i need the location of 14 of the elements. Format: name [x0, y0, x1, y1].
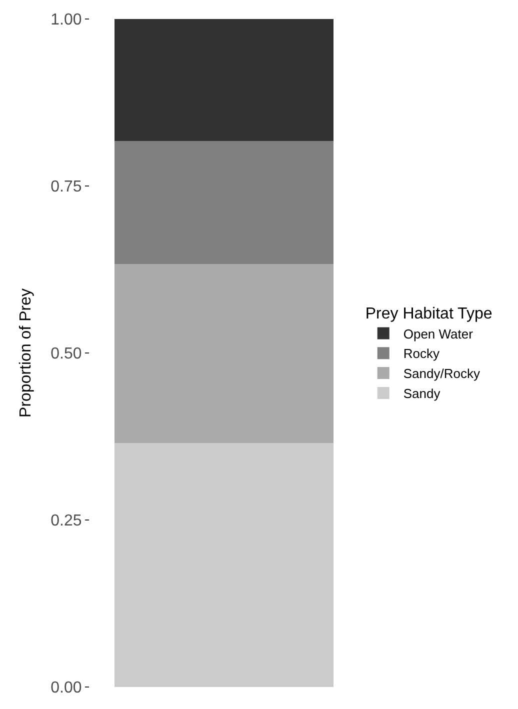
- bar: [114, 141, 334, 264]
- legend-label: Open Water: [403, 326, 474, 342]
- legend-title: Prey Habitat Type: [365, 305, 492, 322]
- bar: [114, 264, 334, 444]
- y-tick-label: 0.00: [50, 680, 82, 697]
- y-tick-label: 1.00: [50, 12, 82, 29]
- y-tick-label: 0.50: [50, 346, 82, 363]
- y-tick-label: 0.25: [50, 512, 82, 530]
- legend-label: Sandy: [403, 386, 441, 402]
- legend-label: Rocky: [403, 346, 440, 362]
- legend-label: Sandy/Rocky: [403, 366, 480, 382]
- bar: [114, 19, 334, 142]
- y-tick-label: 0.75: [50, 178, 82, 196]
- y-axis-title: Proportion of Prey: [18, 288, 35, 418]
